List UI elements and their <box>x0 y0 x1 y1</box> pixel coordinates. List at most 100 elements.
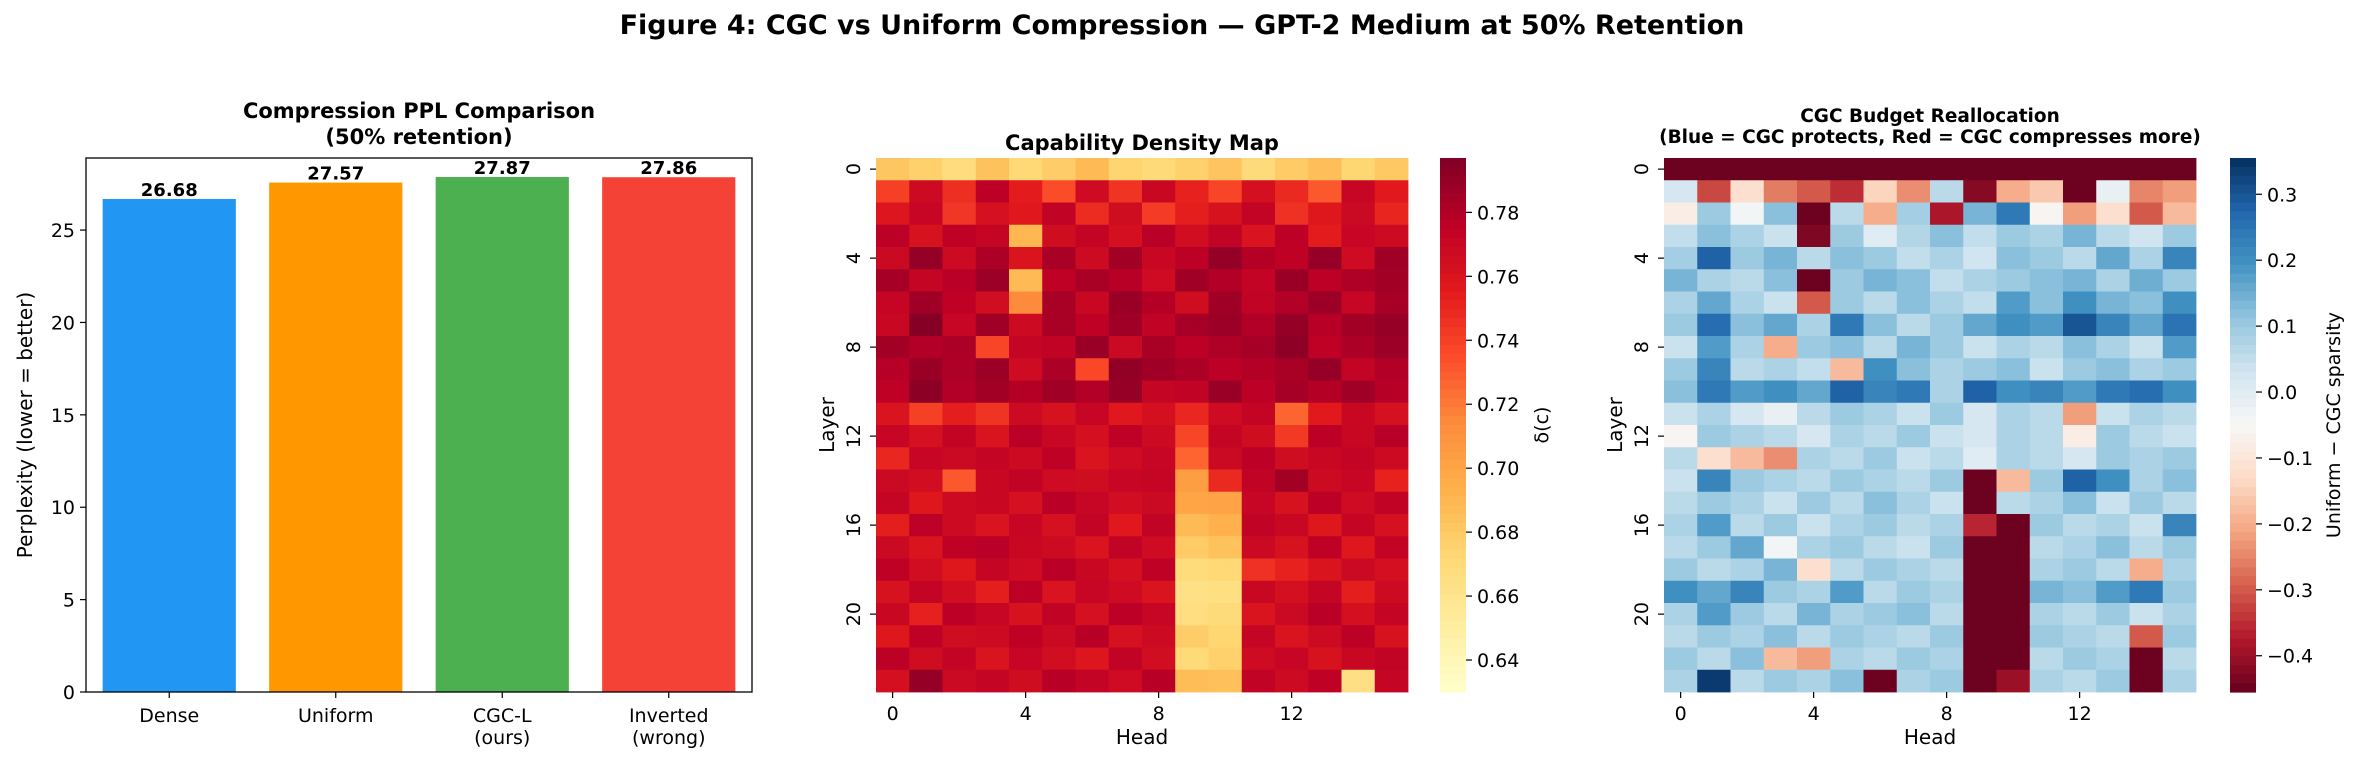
heatmap-cell <box>1763 558 1798 582</box>
heatmap-cell <box>1042 514 1076 537</box>
heatmap-cell <box>1175 603 1209 626</box>
heatmap-cell <box>1863 224 1898 248</box>
heatmap-cell <box>1241 447 1276 470</box>
heatmap-cell <box>2162 669 2197 693</box>
heatmap-cell <box>1241 291 1276 315</box>
heatmap-cell <box>1108 647 1143 671</box>
heatmap-cell <box>1241 202 1276 226</box>
colorbar-segment <box>2230 380 2256 390</box>
heatmap-cell <box>1108 180 1143 203</box>
heatmap-cell <box>1208 202 1243 226</box>
heatmap-cell <box>1896 625 1931 648</box>
heatmap-cell <box>2029 313 2064 337</box>
heatmap-cell <box>2129 603 2164 626</box>
heatmap-cell <box>1863 313 1898 337</box>
heatmap-cell <box>909 336 943 359</box>
heatmap-cell <box>909 603 943 626</box>
heatmap-cell <box>942 158 977 181</box>
heatmap-cell <box>2029 580 2064 604</box>
colorbar-segment <box>1440 193 1466 204</box>
colorbar-tick-label: 0.3 <box>2267 184 2297 206</box>
heatmap-cell <box>975 380 1010 404</box>
heatmap-cell <box>2096 202 2130 226</box>
y-tick-label: 20 <box>1631 602 1653 626</box>
colorbar-segment <box>2230 656 2256 666</box>
heatmap-cell <box>2096 380 2130 404</box>
heatmap-cell <box>1797 291 1831 315</box>
colorbar-segment <box>2230 300 2256 310</box>
heatmap-cell <box>1830 358 1864 381</box>
heatmap-cell <box>2162 224 2197 248</box>
heatmap-cell <box>1142 358 1176 381</box>
colorbar-segment <box>1440 603 1466 613</box>
heatmap-cell <box>1374 202 1409 226</box>
x-tick-label: 8 <box>1153 703 1165 725</box>
heatmap-cell <box>1797 358 1831 381</box>
colorbar-segment <box>2230 567 2256 577</box>
heatmap-cell <box>1996 603 2031 626</box>
ppl-bar-chart: Compression PPL Comparison(50% retention… <box>13 99 753 749</box>
heatmap-cell <box>1797 180 1831 203</box>
heatmap-cell <box>1341 247 1376 270</box>
heatmap-cell <box>975 536 1010 559</box>
heatmap-cell <box>1175 336 1209 359</box>
heatmap-cell <box>1664 158 1698 181</box>
heatmap-cell <box>2096 625 2130 648</box>
heatmap-cell <box>2129 536 2164 559</box>
heatmap-cell <box>1896 402 1931 426</box>
heatmap-cell <box>1697 247 1731 270</box>
heatmap-cell <box>1009 647 1043 671</box>
heatmap-cell <box>1730 380 1765 404</box>
y-tick-label: 16 <box>843 513 865 537</box>
heatmap-cell <box>1208 158 1243 181</box>
heatmap-cell <box>975 336 1010 359</box>
heatmap-cell <box>2096 336 2130 359</box>
colorbar-segment <box>2230 282 2256 293</box>
heatmap-cell <box>1963 313 1997 337</box>
heatmap-cell <box>942 603 977 626</box>
heatmap-cell <box>2162 180 2197 203</box>
heatmap-cell <box>1009 291 1043 315</box>
heatmap-cell <box>2129 402 2164 426</box>
colorbar-segment <box>2230 549 2256 560</box>
heatmap-cell <box>1241 580 1276 604</box>
heatmap-cell <box>975 558 1010 582</box>
heatmap-cell <box>1275 224 1309 248</box>
heatmap-cell <box>942 269 977 292</box>
heatmap-cell <box>1009 358 1043 381</box>
heatmap-cell <box>1830 202 1864 226</box>
heatmap-cell <box>1697 380 1731 404</box>
colorbar-segment <box>2230 398 2256 408</box>
heatmap-cell <box>1175 425 1209 448</box>
heatmap-cell <box>1730 336 1765 359</box>
heatmap-cell <box>1042 224 1076 248</box>
heatmap-cell <box>909 669 943 693</box>
heatmap-cell <box>1797 491 1831 515</box>
heatmap-cell <box>2063 669 2097 693</box>
heatmap-cell <box>2029 447 2064 470</box>
heatmap-cell <box>1075 558 1110 582</box>
heatmap-cell <box>1996 514 2031 537</box>
heatmap-cell <box>909 180 943 203</box>
heatmap-cell <box>2162 380 2197 404</box>
x-tick-label: 4 <box>1808 703 1820 725</box>
heatmap-cell <box>1863 514 1898 537</box>
heatmap-cell <box>1730 247 1765 270</box>
y-tick-label: 4 <box>1631 252 1653 264</box>
heatmap-cell <box>1896 247 1931 270</box>
heatmap-cell <box>1308 425 1342 448</box>
heatmap-cell <box>1208 313 1243 337</box>
heatmap-cell <box>1830 603 1864 626</box>
heatmap-cell <box>1308 336 1342 359</box>
colorbar-segment <box>1440 389 1466 399</box>
colorbar-segment <box>2230 585 2256 595</box>
colorbar-segment <box>2230 158 2256 168</box>
heatmap-cell <box>1009 625 1043 648</box>
heatmap-cell <box>1275 625 1309 648</box>
bar-value-label: 27.57 <box>307 164 364 185</box>
heatmap-cell <box>1697 469 1731 493</box>
y-tick-label: 25 <box>51 220 75 242</box>
bar <box>269 182 403 693</box>
heatmap-cell <box>876 514 910 537</box>
heatmap-cell <box>1275 313 1309 337</box>
